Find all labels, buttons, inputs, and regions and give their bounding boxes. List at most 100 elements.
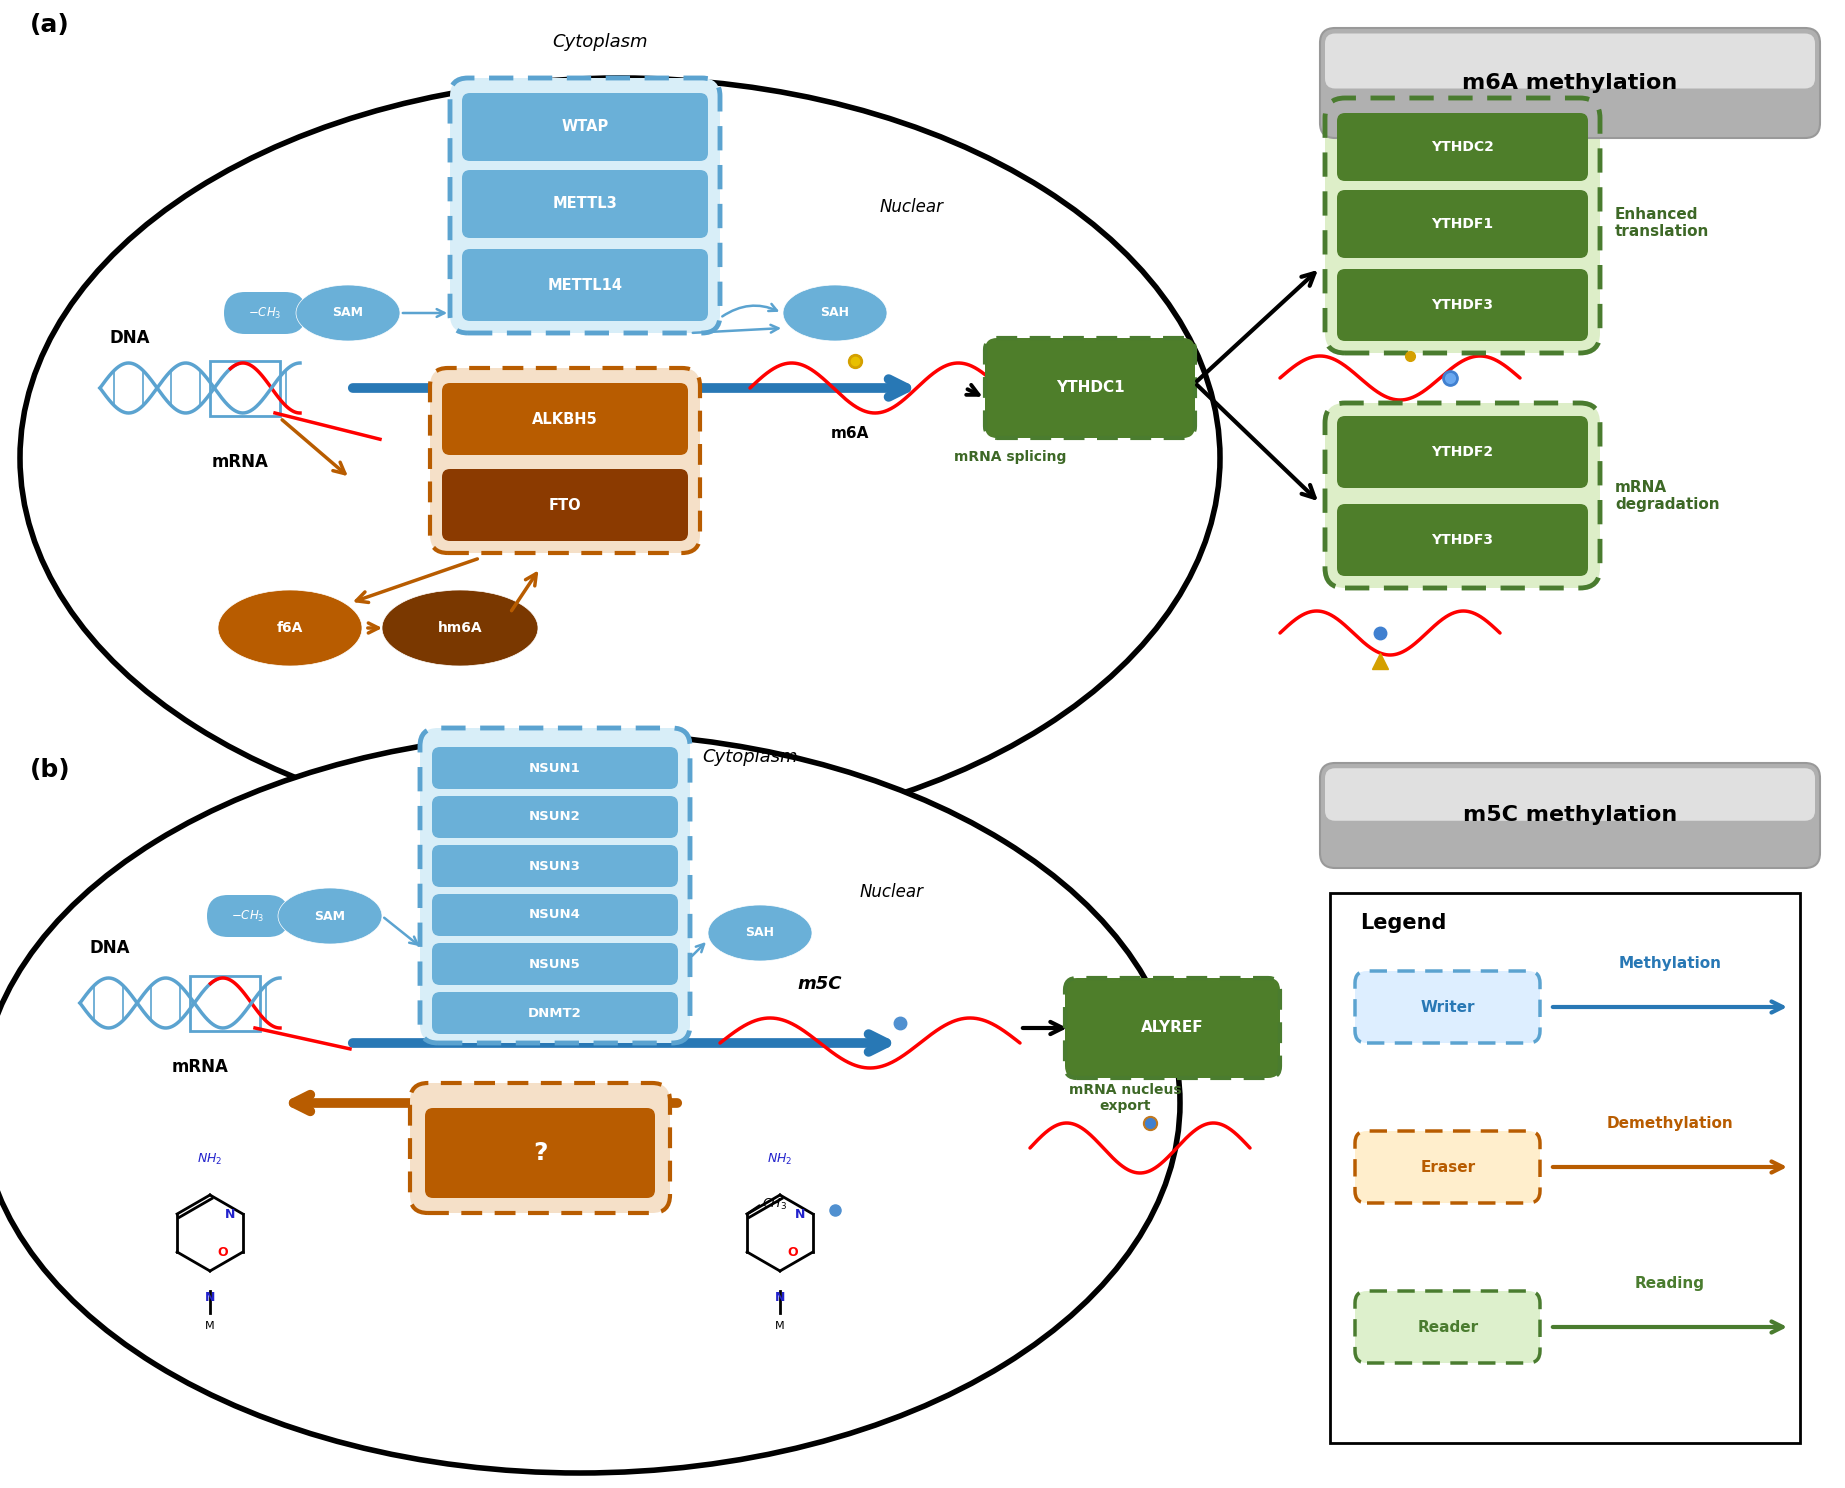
FancyBboxPatch shape bbox=[1338, 190, 1589, 257]
FancyBboxPatch shape bbox=[461, 92, 708, 161]
Ellipse shape bbox=[382, 591, 539, 667]
Text: m6A methylation: m6A methylation bbox=[1463, 73, 1677, 92]
FancyBboxPatch shape bbox=[210, 360, 280, 415]
Text: hm6A: hm6A bbox=[437, 620, 482, 635]
FancyBboxPatch shape bbox=[1325, 98, 1600, 353]
Text: DNMT2: DNMT2 bbox=[528, 1006, 581, 1019]
FancyBboxPatch shape bbox=[432, 747, 677, 789]
Text: SAH: SAH bbox=[745, 927, 775, 939]
Text: DNA: DNA bbox=[90, 939, 131, 957]
Text: m5C methylation: m5C methylation bbox=[1463, 805, 1677, 824]
FancyBboxPatch shape bbox=[1325, 768, 1815, 821]
Text: $-CH_3$: $-CH_3$ bbox=[249, 305, 282, 320]
Text: (a): (a) bbox=[30, 13, 70, 37]
FancyBboxPatch shape bbox=[223, 292, 306, 333]
Text: SAM: SAM bbox=[314, 909, 345, 923]
FancyBboxPatch shape bbox=[424, 1109, 655, 1198]
Ellipse shape bbox=[218, 591, 362, 667]
Text: f6A: f6A bbox=[277, 620, 303, 635]
Text: $NH_2$: $NH_2$ bbox=[197, 1152, 223, 1167]
FancyBboxPatch shape bbox=[1338, 269, 1589, 341]
Text: Writer: Writer bbox=[1421, 1000, 1476, 1015]
Text: M: M bbox=[205, 1321, 214, 1330]
FancyBboxPatch shape bbox=[207, 894, 290, 937]
Text: ?: ? bbox=[533, 1141, 548, 1165]
Text: METTL14: METTL14 bbox=[548, 277, 622, 293]
Text: Cytoplasm: Cytoplasm bbox=[703, 748, 797, 766]
FancyBboxPatch shape bbox=[1325, 403, 1600, 588]
Text: mRNA: mRNA bbox=[172, 1058, 229, 1076]
FancyBboxPatch shape bbox=[432, 992, 677, 1034]
Text: mRNA: mRNA bbox=[212, 452, 268, 472]
FancyBboxPatch shape bbox=[450, 77, 720, 333]
FancyBboxPatch shape bbox=[421, 728, 690, 1043]
Ellipse shape bbox=[708, 905, 812, 961]
Ellipse shape bbox=[20, 77, 1220, 838]
Text: METTL3: METTL3 bbox=[554, 196, 618, 211]
Text: DNA: DNA bbox=[109, 329, 149, 347]
Text: FTO: FTO bbox=[548, 497, 581, 512]
Text: SAH: SAH bbox=[821, 307, 849, 320]
Text: mRNA nucleus
export: mRNA nucleus export bbox=[1068, 1083, 1181, 1113]
FancyBboxPatch shape bbox=[1354, 1131, 1541, 1202]
Text: Nuclear: Nuclear bbox=[880, 198, 945, 216]
Text: YTHDF3: YTHDF3 bbox=[1432, 533, 1493, 548]
FancyBboxPatch shape bbox=[432, 796, 677, 838]
FancyBboxPatch shape bbox=[1354, 1292, 1541, 1363]
Text: Reader: Reader bbox=[1417, 1320, 1478, 1335]
Text: N: N bbox=[775, 1292, 786, 1303]
FancyBboxPatch shape bbox=[1319, 28, 1819, 138]
Ellipse shape bbox=[782, 286, 887, 341]
FancyBboxPatch shape bbox=[985, 338, 1196, 437]
Text: Reading: Reading bbox=[1635, 1277, 1705, 1292]
Text: m6A: m6A bbox=[830, 426, 869, 440]
Text: NSUN4: NSUN4 bbox=[530, 909, 581, 921]
FancyBboxPatch shape bbox=[1325, 34, 1815, 88]
Text: M: M bbox=[775, 1321, 784, 1330]
FancyBboxPatch shape bbox=[190, 976, 260, 1031]
Text: NSUN2: NSUN2 bbox=[530, 811, 581, 823]
FancyBboxPatch shape bbox=[410, 1083, 670, 1213]
Text: O: O bbox=[218, 1245, 229, 1259]
Text: O: O bbox=[788, 1245, 797, 1259]
Ellipse shape bbox=[0, 734, 1181, 1473]
FancyBboxPatch shape bbox=[430, 368, 699, 554]
FancyBboxPatch shape bbox=[461, 170, 708, 238]
Text: YTHDC2: YTHDC2 bbox=[1432, 140, 1494, 153]
Text: SAM: SAM bbox=[332, 307, 363, 320]
FancyBboxPatch shape bbox=[443, 469, 688, 542]
Text: NSUN1: NSUN1 bbox=[530, 762, 581, 774]
Text: Enhanced
translation: Enhanced translation bbox=[1614, 207, 1708, 240]
Text: mRNA splicing: mRNA splicing bbox=[954, 449, 1066, 464]
FancyBboxPatch shape bbox=[432, 943, 677, 985]
Text: YTHDF1: YTHDF1 bbox=[1432, 217, 1494, 231]
Text: $NH_2$: $NH_2$ bbox=[768, 1152, 793, 1167]
Text: YTHDC1: YTHDC1 bbox=[1055, 381, 1124, 396]
Text: WTAP: WTAP bbox=[561, 119, 609, 134]
FancyBboxPatch shape bbox=[461, 248, 708, 321]
Text: Demethylation: Demethylation bbox=[1607, 1116, 1732, 1131]
FancyBboxPatch shape bbox=[1065, 978, 1280, 1077]
Text: Legend: Legend bbox=[1360, 914, 1446, 933]
FancyBboxPatch shape bbox=[432, 894, 677, 936]
Text: YTHDF3: YTHDF3 bbox=[1432, 298, 1493, 312]
FancyBboxPatch shape bbox=[1338, 113, 1589, 182]
FancyBboxPatch shape bbox=[1330, 893, 1801, 1443]
Text: m5C: m5C bbox=[797, 975, 843, 992]
Text: NSUN5: NSUN5 bbox=[530, 957, 581, 970]
Text: ALKBH5: ALKBH5 bbox=[531, 412, 598, 427]
FancyBboxPatch shape bbox=[443, 382, 688, 455]
Text: N: N bbox=[225, 1207, 234, 1220]
FancyBboxPatch shape bbox=[1319, 763, 1819, 868]
Text: (b): (b) bbox=[30, 757, 70, 783]
FancyBboxPatch shape bbox=[1338, 504, 1589, 576]
Ellipse shape bbox=[295, 286, 400, 341]
Text: Methylation: Methylation bbox=[1618, 955, 1721, 972]
Text: ALYREF: ALYREF bbox=[1142, 1021, 1203, 1036]
Text: $-CH_3$: $-CH_3$ bbox=[231, 909, 264, 924]
Text: NSUN3: NSUN3 bbox=[530, 860, 581, 872]
Text: Eraser: Eraser bbox=[1421, 1159, 1476, 1174]
Text: mRNA
degradation: mRNA degradation bbox=[1614, 479, 1720, 512]
Text: Nuclear: Nuclear bbox=[860, 882, 924, 902]
Ellipse shape bbox=[279, 888, 382, 943]
